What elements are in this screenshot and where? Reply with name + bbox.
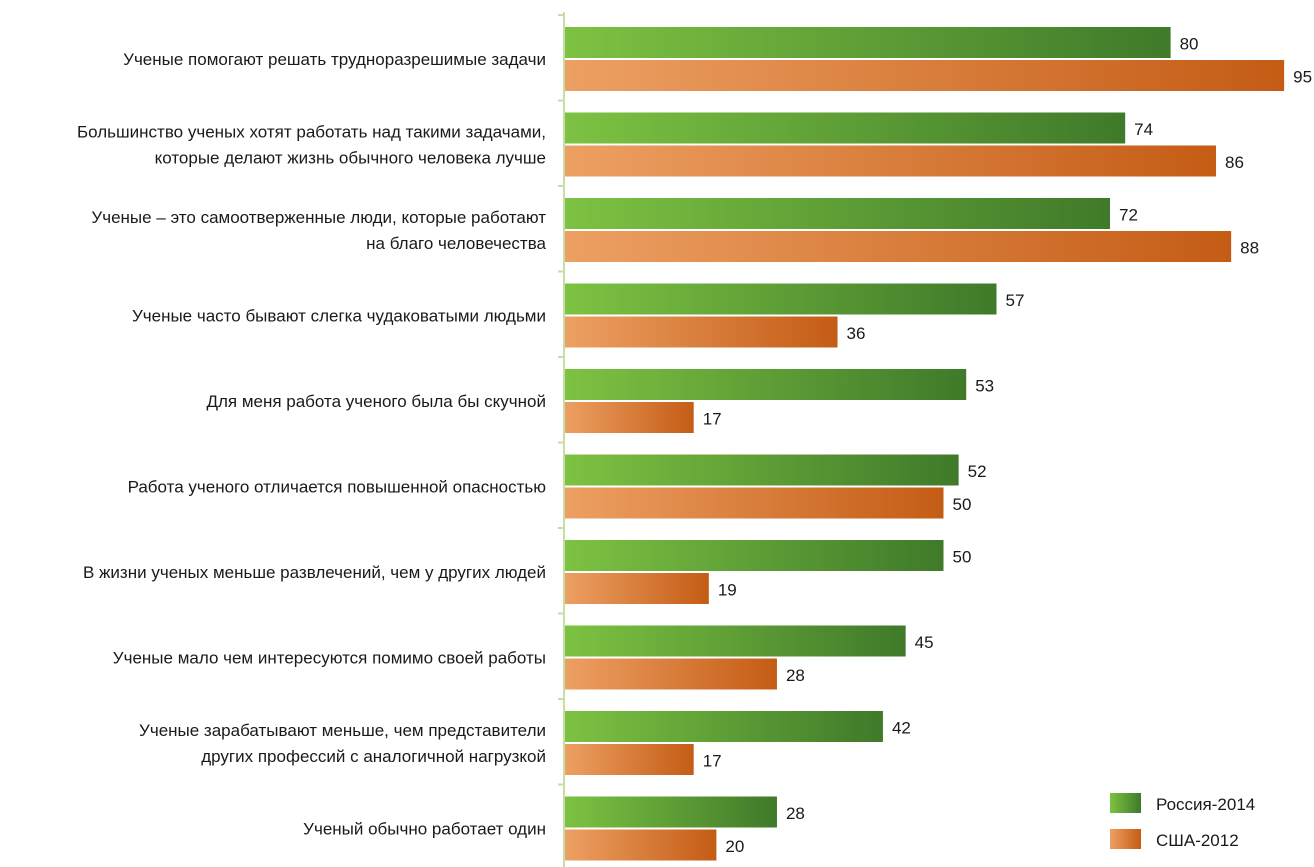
bar-usa-2012 (565, 316, 838, 348)
bar-usa-2012 (565, 487, 944, 519)
category-label: Работа ученого отличается повышенной опа… (128, 478, 547, 497)
data-label: 28 (786, 666, 805, 685)
category-label: Ученые зарабатывают меньше, чем представ… (139, 721, 546, 766)
data-label: 20 (725, 837, 744, 856)
bar-russia-2014 (565, 540, 944, 571)
category-label-line: Ученый обычно работает один (303, 820, 546, 839)
data-label: 42 (892, 719, 911, 738)
bar-usa-2012 (565, 60, 1285, 91)
data-label: 72 (1119, 206, 1138, 225)
data-label: 17 (703, 752, 722, 771)
axis-layer (558, 12, 565, 867)
category-label-line: Большинство ученых хотят работать над та… (77, 123, 546, 142)
data-label: 50 (953, 548, 972, 567)
category-label-line: на благо человечества (366, 234, 546, 253)
data-label: 53 (975, 377, 994, 396)
data-label: 80 (1180, 35, 1199, 54)
category-label: Большинство ученых хотят работать над та… (77, 123, 546, 168)
category-label-line: Ученые помогают решать трудноразрешимые … (123, 50, 546, 69)
category-label-line: Ученые часто бывают слегка чудаковатыми … (132, 307, 546, 326)
legend-swatch (1110, 793, 1141, 813)
bar-russia-2014 (565, 283, 997, 315)
data-label: 28 (786, 804, 805, 823)
category-label: Ученые – это самоотверженные люди, котор… (91, 208, 546, 253)
category-label-line: которые делают жизнь обычного человека л… (155, 149, 546, 168)
category-label: В жизни ученых меньше развлечений, чем у… (83, 563, 546, 582)
bar-russia-2014 (565, 796, 777, 828)
bar-usa-2012 (565, 145, 1217, 177)
data-label: 19 (718, 581, 737, 600)
bar-russia-2014 (565, 198, 1111, 229)
legend-label: США-2012 (1156, 831, 1239, 850)
category-label: Ученые помогают решать трудноразрешимые … (123, 50, 546, 69)
labels-layer: Ученые помогают решать трудноразрешимые … (77, 35, 1312, 857)
bar-usa-2012 (565, 744, 694, 775)
data-label: 57 (1005, 291, 1024, 310)
data-label: 50 (953, 495, 972, 514)
data-label: 45 (915, 633, 934, 652)
data-label: 17 (703, 410, 722, 429)
bar-russia-2014 (565, 454, 959, 486)
bar-russia-2014 (565, 112, 1126, 144)
category-label: Для меня работа ученого была бы скучной (206, 392, 546, 411)
category-label: Ученый обычно работает один (303, 820, 546, 839)
data-label: 88 (1240, 239, 1259, 258)
bars-layer (565, 27, 1285, 861)
bar-russia-2014 (565, 27, 1171, 58)
category-label-line: Ученые мало чем интересуются помимо свое… (113, 649, 546, 668)
data-label: 86 (1225, 153, 1244, 172)
data-label: 95 (1293, 68, 1312, 87)
data-label: 36 (847, 324, 866, 343)
category-label: Ученые часто бывают слегка чудаковатыми … (132, 307, 546, 326)
legend: Россия-2014 США-2012 (1110, 793, 1255, 850)
bar-russia-2014 (565, 711, 883, 742)
legend-swatch (1110, 829, 1141, 849)
data-label: 74 (1134, 120, 1153, 139)
bar-usa-2012 (565, 231, 1232, 262)
category-label: Ученые мало чем интересуются помимо свое… (113, 649, 546, 668)
category-label-line: других профессий с аналогичной нагрузкой (201, 747, 546, 766)
bar-russia-2014 (565, 369, 967, 400)
category-label-line: Ученые зарабатывают меньше, чем представ… (139, 721, 546, 740)
bar-russia-2014 (565, 625, 906, 657)
bar-usa-2012 (565, 402, 694, 433)
bar-usa-2012 (565, 573, 709, 604)
data-label: 52 (968, 462, 987, 481)
category-label-line: Для меня работа ученого была бы скучной (206, 392, 546, 411)
legend-label: Россия-2014 (1156, 795, 1255, 814)
category-label-line: Ученые – это самоотверженные люди, котор… (91, 208, 546, 227)
category-label-line: Работа ученого отличается повышенной опа… (128, 478, 547, 497)
category-label-line: В жизни ученых меньше развлечений, чем у… (83, 563, 546, 582)
bar-usa-2012 (565, 829, 717, 861)
bar-usa-2012 (565, 658, 777, 690)
